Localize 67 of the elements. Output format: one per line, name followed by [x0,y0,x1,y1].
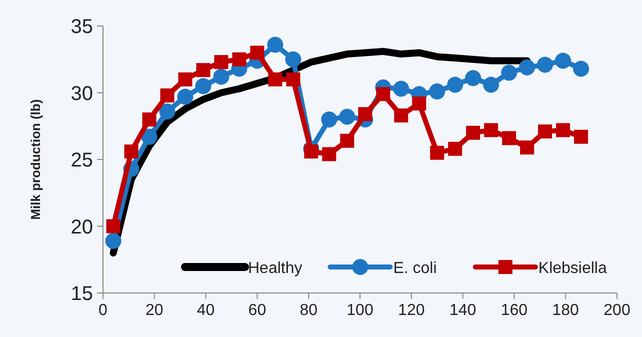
point [376,87,390,102]
y-tick-label: 35 [70,16,93,38]
point [556,123,570,138]
point [537,56,554,73]
point [538,124,552,138]
point [213,68,230,85]
point [321,111,338,128]
point [105,232,122,249]
point [178,72,192,86]
point [196,63,210,78]
legend-label: Healthy [248,260,302,277]
x-tick-label: 60 [248,302,266,319]
y-tick-label: 30 [70,82,93,105]
y-tick-label: 20 [70,216,93,238]
point [286,72,300,86]
point [448,142,462,156]
point [394,108,408,122]
point [322,147,336,162]
point [573,60,590,77]
point [555,52,572,69]
x-tick-label: 180 [552,302,580,319]
point [484,123,498,138]
point [466,126,480,140]
point [520,140,534,154]
x-tick-label: 100 [346,302,374,319]
point [393,80,410,97]
x-tick-label: 200 [604,302,630,319]
point [106,219,120,234]
point [250,46,264,60]
point [429,83,446,100]
point [177,88,194,105]
point [502,131,516,146]
x-tick-label: 40 [196,302,215,319]
point [340,134,354,148]
legend-label: E. coli [393,260,437,277]
point [483,76,500,93]
x-tick-label: 0 [98,302,108,319]
point [141,128,158,145]
point [232,52,246,66]
point [339,108,356,125]
y-axis-title: Milk production (lb) [28,99,43,220]
point [412,96,426,110]
point [267,36,284,53]
point [501,64,518,81]
point [195,78,212,94]
legend-label: Klebsiella [538,260,607,277]
point [304,144,318,158]
point [214,55,228,70]
point [447,76,464,93]
x-tick-label: 160 [500,302,528,319]
point [159,103,176,120]
point [160,88,174,102]
point [268,72,282,86]
point [430,146,444,160]
point [465,70,482,86]
x-tick-label: 140 [449,302,476,319]
point [142,112,156,126]
point [358,107,372,122]
point [285,51,302,68]
point [574,130,588,144]
point [519,59,536,76]
x-tick-label: 20 [146,302,164,319]
y-tick-label: 15 [70,283,93,305]
y-tick-label: 25 [70,150,93,172]
x-tick-label: 80 [300,302,318,319]
point [124,144,138,158]
x-tick-label: 120 [398,302,425,319]
